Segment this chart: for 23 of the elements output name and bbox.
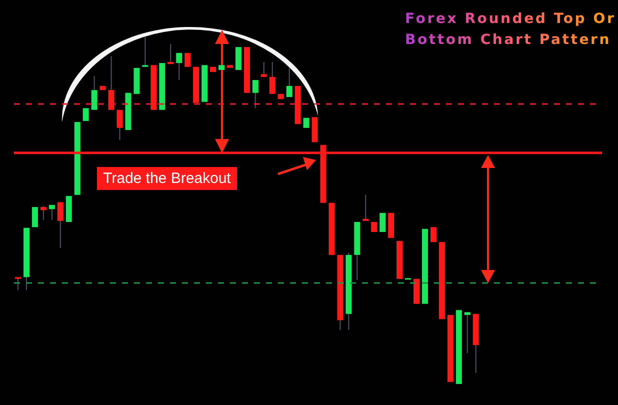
candlestick (168, 43, 174, 65)
text: Forex Rounded Top Or Bottom Chart Pattern (405, 11, 616, 48)
candlestick (32, 206, 38, 228)
candlestick (430, 226, 436, 243)
candlestick (464, 312, 470, 354)
candlestick (48, 204, 55, 220)
candlestick (40, 205, 46, 220)
candlestick (286, 67, 292, 98)
candlestick (116, 109, 123, 141)
candlestick (82, 108, 89, 122)
candlestick (176, 52, 182, 81)
candlestick (108, 56, 114, 110)
candlestick (252, 80, 258, 109)
candlestick (235, 46, 242, 70)
candlestick (142, 37, 148, 68)
candlestick (57, 202, 64, 248)
candlestick (269, 61, 276, 94)
annotation: Trade the Breakout (97, 167, 237, 190)
candlestick (260, 61, 267, 78)
candlestick (15, 276, 21, 290)
candlestick (362, 194, 369, 222)
candlestick (184, 52, 191, 68)
candlestick (91, 75, 98, 110)
